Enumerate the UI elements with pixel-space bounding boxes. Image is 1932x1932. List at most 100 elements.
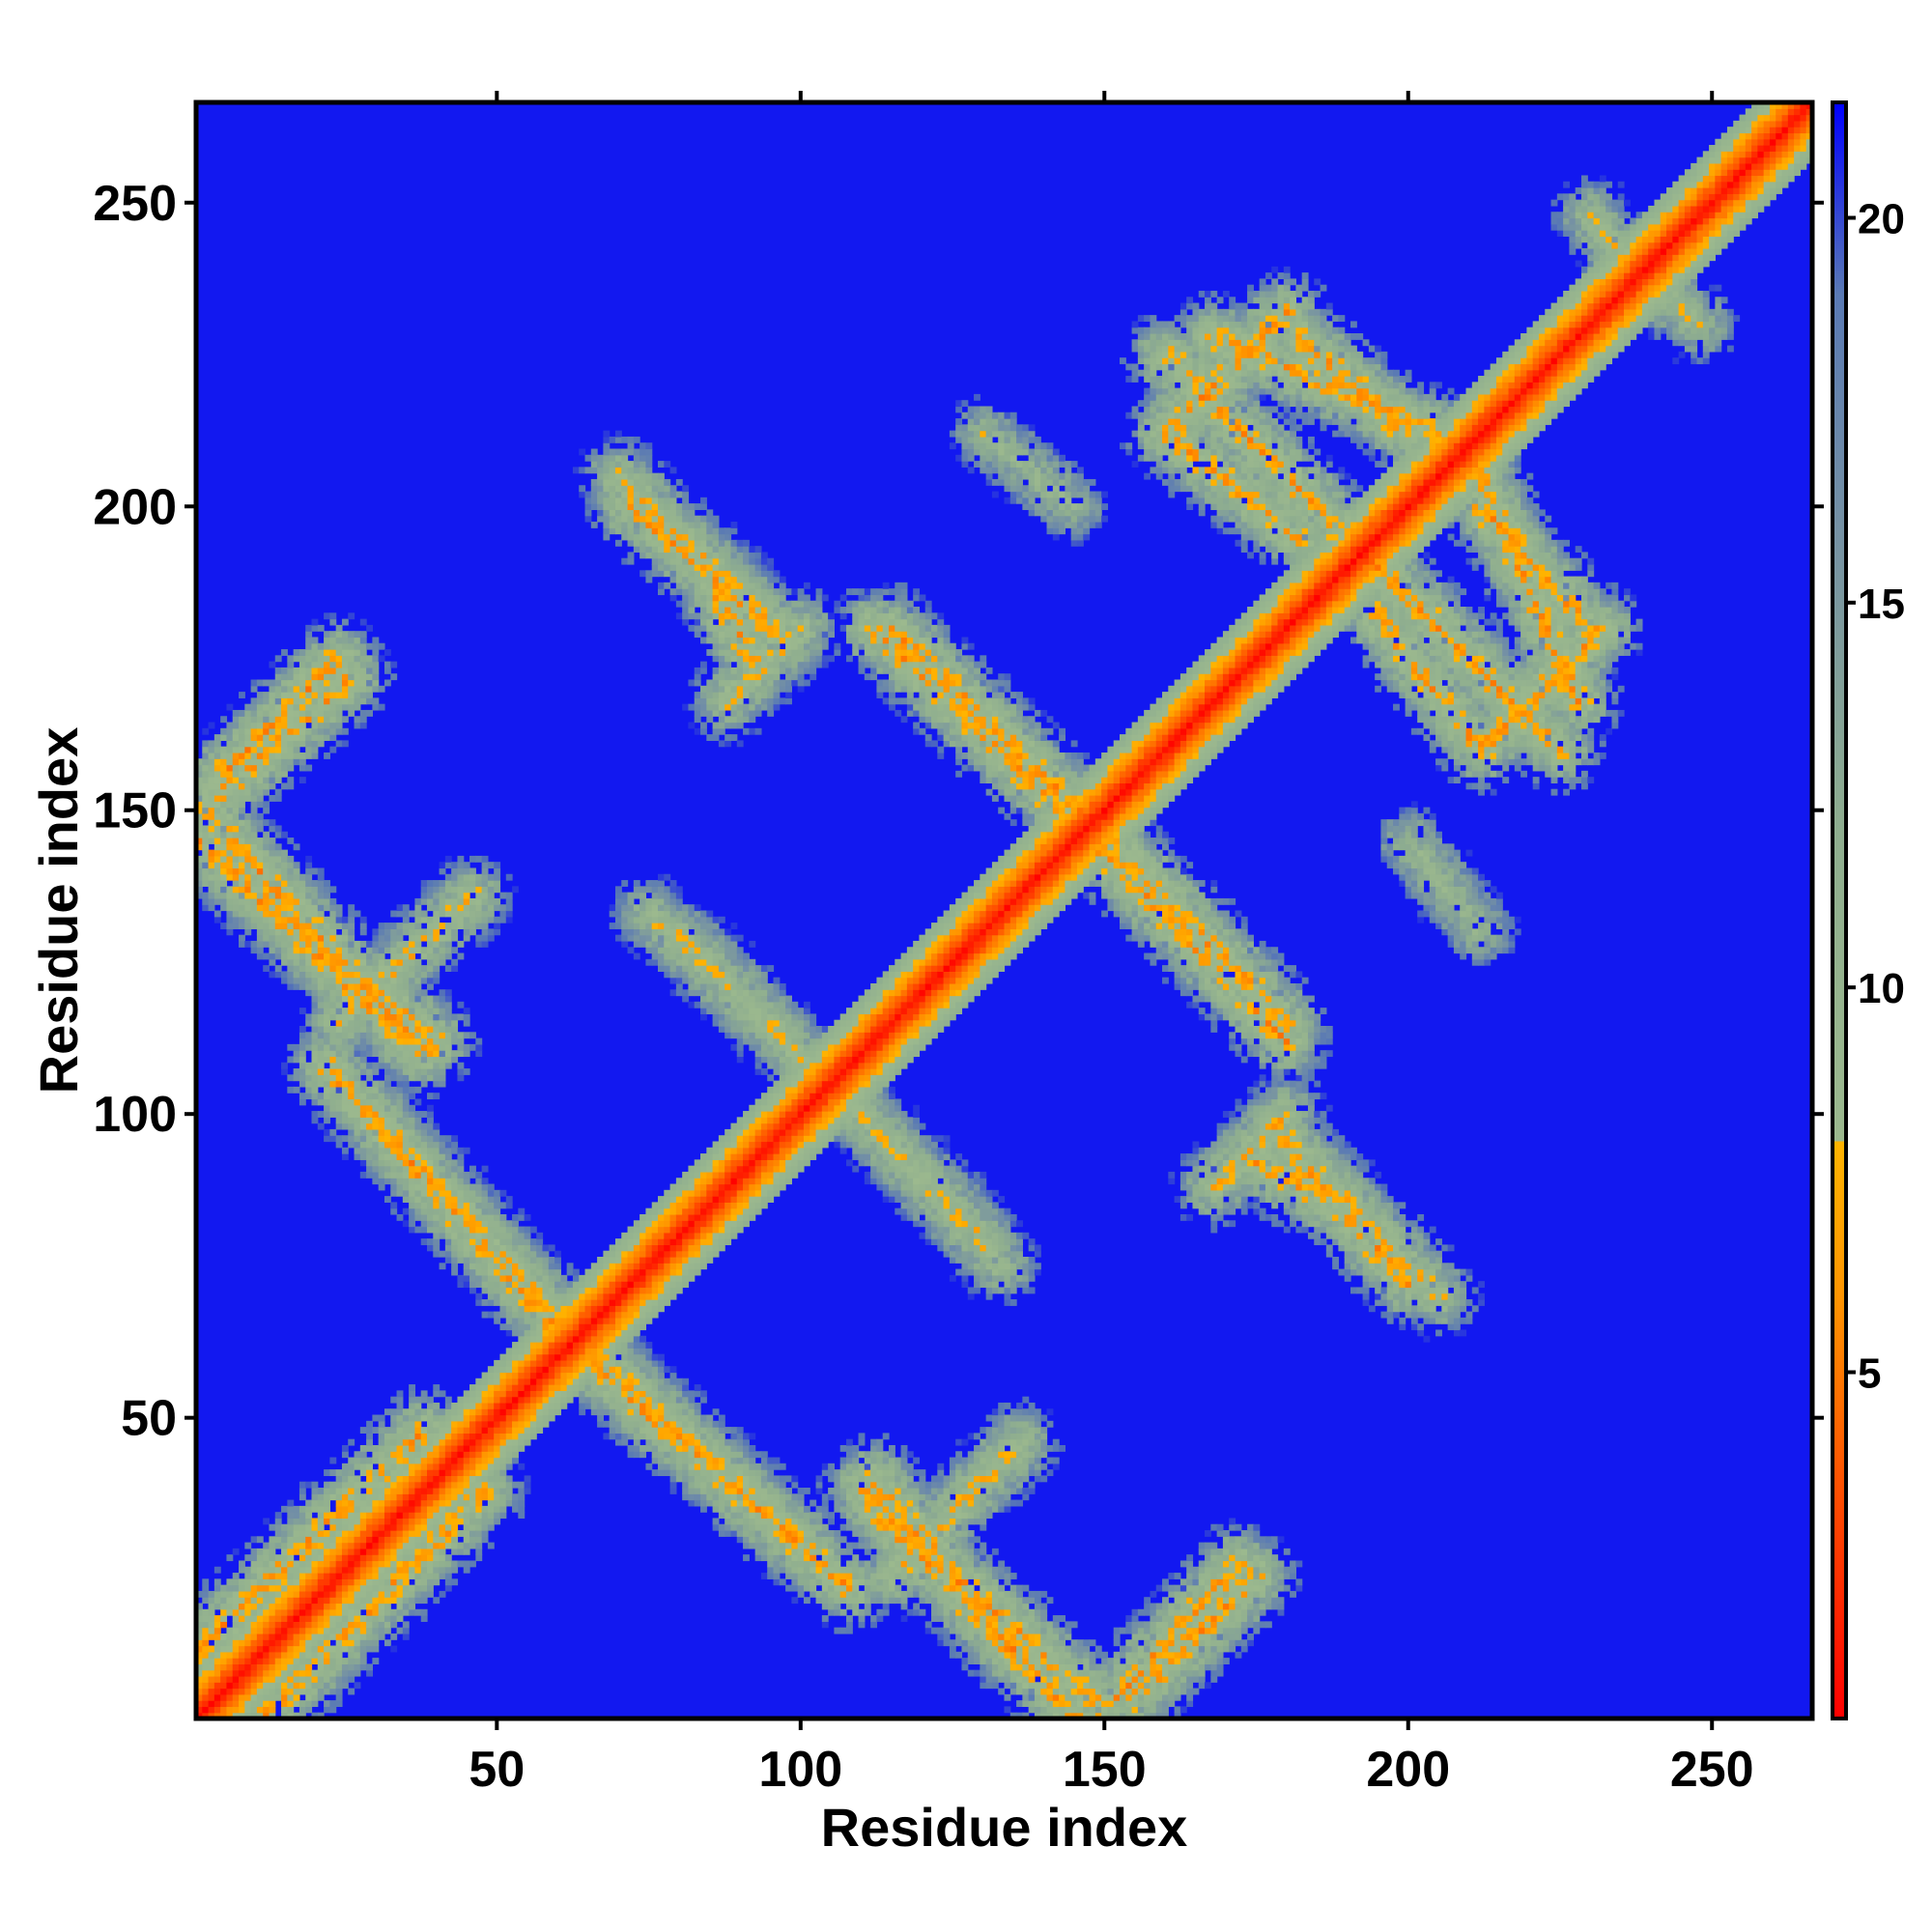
heatmap-cell	[287, 1639, 295, 1647]
heatmap-cell	[524, 1402, 531, 1409]
heatmap-cell	[572, 1293, 580, 1300]
heatmap-cell	[196, 1682, 203, 1690]
heatmap-cell	[213, 880, 221, 887]
heatmap-cell	[354, 1457, 361, 1464]
heatmap-cell	[481, 1268, 489, 1276]
heatmap-cell	[420, 1074, 428, 1082]
heatmap-cell	[524, 1317, 531, 1324]
heatmap-cell	[396, 1608, 404, 1616]
heatmap-cell	[566, 1293, 574, 1300]
heatmap-cell	[274, 727, 282, 735]
heatmap-cell	[263, 910, 270, 918]
heatmap-cell	[621, 1323, 629, 1331]
heatmap-cell	[451, 1141, 459, 1149]
heatmap-cell	[311, 1117, 319, 1124]
heatmap-cell	[420, 880, 428, 887]
heatmap-cell	[305, 1573, 313, 1579]
heatmap-cell	[597, 1281, 604, 1289]
heatmap-cell	[639, 461, 647, 468]
heatmap-cell	[396, 1584, 404, 1592]
heatmap-cell	[335, 1566, 343, 1574]
heatmap-cell	[651, 472, 659, 480]
heatmap-cell	[524, 1414, 531, 1422]
heatmap-cell	[633, 1420, 640, 1428]
heatmap-cell	[427, 1238, 434, 1246]
heatmap-cell	[281, 1651, 288, 1659]
heatmap-cell	[287, 904, 295, 912]
heatmap-cell	[487, 1274, 495, 1282]
heatmap-cell	[409, 1141, 416, 1149]
heatmap-cell	[627, 1250, 635, 1258]
heatmap-cell	[627, 1293, 635, 1300]
heatmap-cell	[232, 758, 240, 766]
heatmap-cell	[244, 777, 252, 784]
heatmap-cell	[451, 1548, 459, 1555]
heatmap-cell	[433, 1597, 440, 1605]
heatmap-cell	[639, 539, 647, 547]
heatmap-cell	[196, 1693, 203, 1701]
heatmap-cell	[366, 1536, 373, 1544]
heatmap-cell	[384, 1043, 391, 1051]
heatmap-cell	[475, 1481, 483, 1489]
heatmap-cell	[645, 886, 653, 894]
heatmap-cell	[475, 1444, 483, 1452]
heatmap-cell	[548, 1414, 555, 1422]
heatmap-cell	[414, 1493, 422, 1501]
heatmap-cell	[529, 1287, 537, 1294]
heatmap-cell	[481, 1433, 489, 1440]
heatmap-cell	[359, 685, 367, 693]
heatmap-cell	[409, 1597, 416, 1605]
heatmap-cell	[366, 1117, 373, 1124]
heatmap-cell	[287, 1043, 295, 1051]
heatmap-cell	[293, 843, 300, 851]
heatmap-cell	[250, 758, 258, 766]
heatmap-cell	[633, 478, 640, 486]
heatmap-cell	[324, 897, 330, 905]
heatmap-cell	[609, 1348, 616, 1355]
heatmap-cell	[324, 1573, 330, 1579]
heatmap-cell	[451, 880, 459, 887]
heatmap-cell	[536, 1293, 544, 1300]
heatmap-cell	[481, 1287, 489, 1294]
heatmap-cell	[414, 1013, 422, 1021]
heatmap-cell	[263, 880, 270, 887]
heatmap-cell	[451, 867, 459, 875]
heatmap-cell	[372, 642, 380, 650]
heatmap-cell	[208, 1688, 215, 1695]
heatmap-cell	[232, 807, 240, 814]
heatmap-cell	[324, 1505, 330, 1513]
heatmap-cell	[529, 1402, 537, 1409]
heatmap-cell	[366, 1615, 373, 1622]
heatmap-cell	[232, 886, 240, 894]
heatmap-cell	[554, 1390, 561, 1398]
heatmap-cell	[609, 1244, 616, 1252]
heatmap-cell	[390, 989, 398, 997]
heatmap-cell	[409, 1220, 416, 1228]
heatmap-cell	[256, 782, 264, 790]
heatmap-cell	[390, 673, 398, 681]
heatmap-cell	[335, 1590, 343, 1598]
heatmap-cell	[384, 1481, 391, 1489]
heatmap-cell	[614, 448, 622, 456]
heatmap-cell	[451, 1250, 459, 1258]
heatmap-cell	[494, 1232, 501, 1239]
heatmap-cell	[281, 758, 288, 766]
heatmap-cell	[451, 1226, 459, 1234]
heatmap-cell	[409, 1420, 416, 1428]
heatmap-cell	[274, 740, 282, 748]
heatmap-cell	[250, 862, 258, 869]
heatmap-cell	[293, 1086, 300, 1094]
heatmap-cell	[354, 1597, 361, 1605]
heatmap-cell	[603, 1287, 611, 1294]
heatmap-cell	[269, 843, 276, 851]
heatmap-cell	[627, 497, 635, 504]
heatmap-cell	[505, 1250, 513, 1258]
heatmap-cell	[639, 448, 647, 456]
heatmap-cell	[366, 1493, 373, 1501]
heatmap-cell	[651, 1244, 659, 1252]
heatmap-cell	[420, 1128, 428, 1136]
heatmap-cell	[487, 1232, 495, 1239]
heatmap-cell	[372, 649, 380, 656]
heatmap-cell	[457, 1475, 465, 1483]
heatmap-cell	[409, 1469, 416, 1477]
